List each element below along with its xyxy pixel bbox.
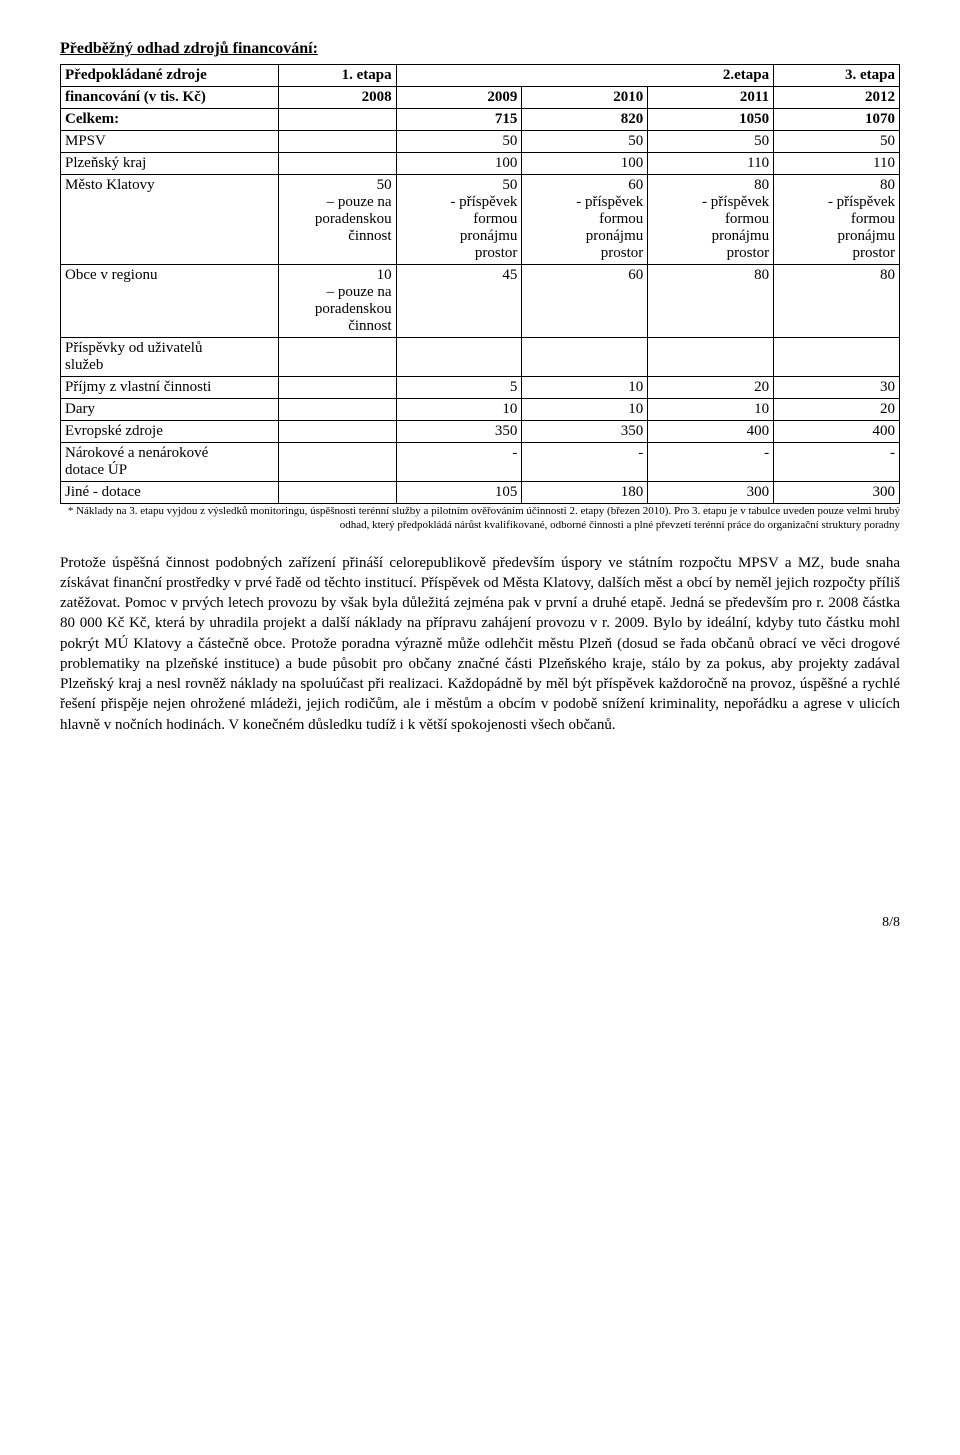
row-cell: 80: [648, 265, 774, 338]
header2-c3: 2010: [522, 87, 648, 109]
row-cell: 50 – pouze na poradenskou činnost: [279, 175, 396, 265]
header2-label: financování (v tis. Kč): [61, 87, 279, 109]
row-cell: [279, 399, 396, 421]
header2-c4: 2011: [648, 87, 774, 109]
row-cell: 400: [774, 421, 900, 443]
row-cell: 110: [774, 153, 900, 175]
header2-c5: 2012: [774, 87, 900, 109]
row-label: Celkem:: [61, 109, 279, 131]
row-cell: 80 - příspěvek formou pronájmu prostor: [648, 175, 774, 265]
header2-c1: 2008: [279, 87, 396, 109]
row-cell: 105: [396, 482, 522, 504]
table-row: Příjmy z vlastní činnosti 5102030: [61, 377, 900, 399]
row-cell: [279, 338, 396, 377]
row-cell: 100: [522, 153, 648, 175]
row-cell: 1070: [774, 109, 900, 131]
row-cell: 10 – pouze na poradenskou činnost: [279, 265, 396, 338]
row-label: Příspěvky od uživatelů služeb: [61, 338, 279, 377]
row-cell: [279, 153, 396, 175]
row-label: Obce v regionu: [61, 265, 279, 338]
row-cell: 400: [648, 421, 774, 443]
row-cell: 80: [774, 265, 900, 338]
finance-table: Předpokládané zdroje 1. etapa 2.etapa 3.…: [60, 64, 900, 504]
row-cell: 80 - příspěvek formou pronájmu prostor: [774, 175, 900, 265]
row-label: Město Klatovy: [61, 175, 279, 265]
table-row: Celkem: 71582010501070: [61, 109, 900, 131]
table-header-row-1: Předpokládané zdroje 1. etapa 2.etapa 3.…: [61, 65, 900, 87]
table-footnote: * Náklady na 3. etapu vyjdou z výsledků …: [60, 505, 900, 533]
row-cell: 50: [648, 131, 774, 153]
table-row: Obce v regionu10 – pouze na poradenskou …: [61, 265, 900, 338]
row-label: Jiné - dotace: [61, 482, 279, 504]
row-label: MPSV: [61, 131, 279, 153]
table-header-row-2: financování (v tis. Kč) 2008 2009 2010 2…: [61, 87, 900, 109]
row-cell: 10: [396, 399, 522, 421]
row-cell: 10: [522, 399, 648, 421]
row-cell: [396, 338, 522, 377]
table-row: Příspěvky od uživatelů služeb: [61, 338, 900, 377]
row-cell: 30: [774, 377, 900, 399]
row-label: Evropské zdroje: [61, 421, 279, 443]
row-cell: 50: [774, 131, 900, 153]
table-row: Dary10101020: [61, 399, 900, 421]
page-number: 8/8: [60, 915, 900, 931]
row-cell: 350: [396, 421, 522, 443]
row-cell: 10: [522, 377, 648, 399]
row-cell: 5: [396, 377, 522, 399]
row-cell: 45: [396, 265, 522, 338]
row-cell: [279, 443, 396, 482]
header-c1: 1. etapa: [279, 65, 396, 87]
row-cell: 715: [396, 109, 522, 131]
table-row: Jiné - dotace105180300300: [61, 482, 900, 504]
row-label: Plzeňský kraj: [61, 153, 279, 175]
table-row: Plzeňský kraj100100110110: [61, 153, 900, 175]
row-label: Příjmy z vlastní činnosti: [61, 377, 279, 399]
row-label: Dary: [61, 399, 279, 421]
row-cell: [648, 338, 774, 377]
row-cell: -: [396, 443, 522, 482]
row-cell: 300: [774, 482, 900, 504]
row-cell: 820: [522, 109, 648, 131]
header-c2span: 2.etapa: [396, 65, 774, 87]
row-cell: 50 - příspěvek formou pronájmu prostor: [396, 175, 522, 265]
row-cell: 300: [648, 482, 774, 504]
header-label: Předpokládané zdroje: [61, 65, 279, 87]
row-cell: [279, 377, 396, 399]
row-cell: 10: [648, 399, 774, 421]
row-cell: 50: [396, 131, 522, 153]
table-row: Nárokové a nenárokové dotace ÚP----: [61, 443, 900, 482]
row-cell: -: [774, 443, 900, 482]
header2-c2: 2009: [396, 87, 522, 109]
row-cell: [522, 338, 648, 377]
row-cell: 20: [774, 399, 900, 421]
row-cell: [279, 131, 396, 153]
row-cell: 350: [522, 421, 648, 443]
table-row: Město Klatovy50 – pouze na poradenskou č…: [61, 175, 900, 265]
table-row: Evropské zdroje350350400400: [61, 421, 900, 443]
header-c5: 3. etapa: [774, 65, 900, 87]
row-cell: [774, 338, 900, 377]
row-cell: 60 - příspěvek formou pronájmu prostor: [522, 175, 648, 265]
row-cell: 110: [648, 153, 774, 175]
body-paragraph: Protože úspěšná činnost podobných zaříze…: [60, 553, 900, 735]
row-cell: 180: [522, 482, 648, 504]
row-cell: -: [522, 443, 648, 482]
row-cell: [279, 482, 396, 504]
row-cell: 100: [396, 153, 522, 175]
row-cell: [279, 109, 396, 131]
section-heading: Předběžný odhad zdrojů financování:: [60, 40, 900, 58]
row-label: Nárokové a nenárokové dotace ÚP: [61, 443, 279, 482]
row-cell: 50: [522, 131, 648, 153]
row-cell: 60: [522, 265, 648, 338]
table-row: MPSV50505050: [61, 131, 900, 153]
row-cell: 1050: [648, 109, 774, 131]
row-cell: -: [648, 443, 774, 482]
row-cell: 20: [648, 377, 774, 399]
row-cell: [279, 421, 396, 443]
